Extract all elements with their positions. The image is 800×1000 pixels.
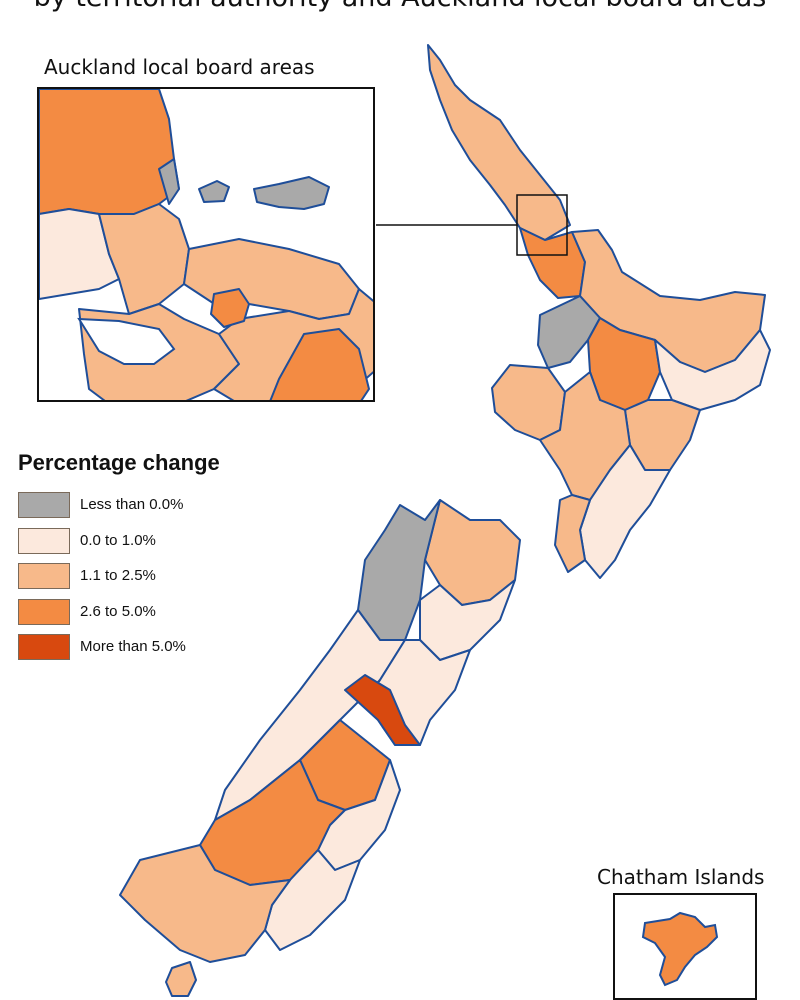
legend-label: 2.6 to 5.0% bbox=[80, 602, 156, 620]
auckland-inset-label: Auckland local board areas bbox=[44, 55, 315, 79]
legend-item: Less than 0.0% bbox=[18, 492, 278, 518]
legend-swatch bbox=[18, 563, 70, 589]
auckland-inset bbox=[37, 87, 375, 402]
legend-title: Percentage change bbox=[18, 450, 220, 475]
legend-item: 2.6 to 5.0% bbox=[18, 598, 278, 625]
legend-label: 1.1 to 2.5% bbox=[80, 567, 156, 584]
region-taranaki bbox=[491, 364, 566, 441]
legend-item: 0.0 to 1.0% bbox=[18, 527, 278, 554]
harbour-water bbox=[77, 317, 176, 365]
board-rodney bbox=[39, 89, 180, 215]
legend-swatch bbox=[18, 527, 70, 554]
legend-swatch bbox=[18, 492, 70, 518]
board-franklin bbox=[269, 328, 370, 400]
region-manawatu bbox=[539, 371, 631, 501]
chatham-island-main bbox=[641, 911, 719, 987]
legend-item: 1.1 to 2.5% bbox=[18, 563, 278, 589]
region-gisborne bbox=[654, 329, 771, 411]
island-waiheke bbox=[253, 176, 330, 210]
legend-label: 0.0 to 1.0% bbox=[80, 531, 156, 549]
region-southland bbox=[119, 844, 291, 963]
chatham-map bbox=[641, 911, 719, 987]
legend-label: More than 5.0% bbox=[80, 638, 186, 655]
board-central bbox=[98, 203, 190, 315]
board-south-east bbox=[183, 238, 360, 320]
region-stewart-island bbox=[165, 961, 197, 997]
chatham-inset-label: Chatham Islands bbox=[597, 865, 765, 889]
legend: Less than 0.0% 0.0 to 1.0% 1.1 to 2.5% 2… bbox=[18, 492, 278, 670]
board-mangere bbox=[210, 288, 250, 328]
region-hurunui bbox=[419, 579, 516, 661]
map-title: by territorial authority and Auckland lo… bbox=[0, 0, 800, 13]
legend-swatch bbox=[18, 598, 70, 625]
chatham-inset bbox=[613, 893, 757, 1000]
region-west-north bbox=[537, 295, 601, 369]
region-wellington bbox=[554, 494, 591, 573]
legend-item: More than 5.0% bbox=[18, 634, 278, 660]
auckland-inset-map bbox=[39, 89, 373, 400]
region-christchurch bbox=[344, 674, 421, 746]
legend-swatch bbox=[18, 634, 70, 660]
legend-label: Less than 0.0% bbox=[80, 496, 184, 513]
region-northland bbox=[427, 44, 571, 241]
board-hibiscus bbox=[158, 158, 180, 205]
island-rangitoto bbox=[198, 180, 230, 203]
